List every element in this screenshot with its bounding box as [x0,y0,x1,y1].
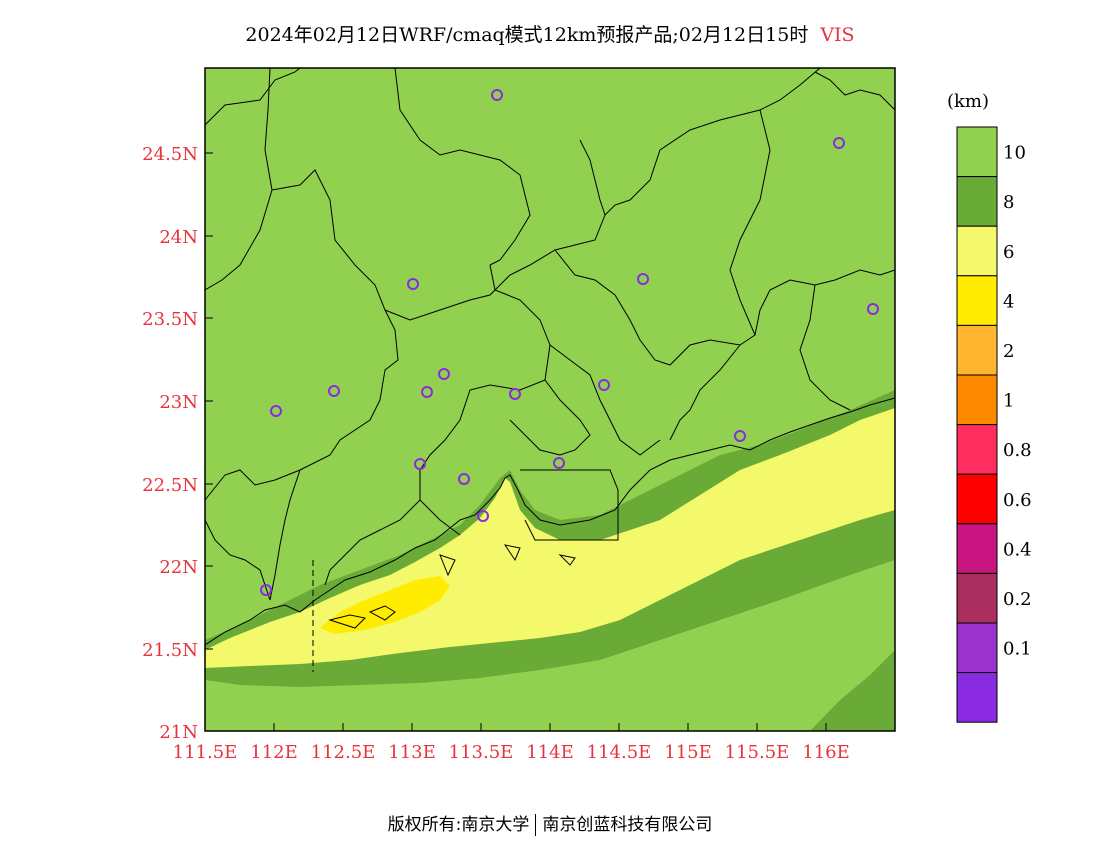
colorbar-swatch [956,672,998,723]
colorbar-label: 0.1 [1003,639,1032,660]
map-title: 2024年02月12日WRF/cmaq模式12km预报产品;02月12日15时 V… [0,20,1100,47]
colorbar-label: 10 [1003,143,1026,164]
colorbar-label: 0.4 [1003,539,1032,560]
boundary-lines [205,68,895,601]
colorbar-swatch [956,176,998,227]
colorbar-swatch [956,473,998,525]
colorbar-label: 8 [1003,192,1014,213]
lon-tick-label: 114.5E [587,742,652,763]
colorbar: (km) 10 8 6 4 2 1 0.8 0.6 0.4 0.2 0.1 [947,91,1032,723]
lat-tick-label: 22.5N [142,475,198,496]
colorbar-swatch [956,424,998,475]
colorbar-swatch [956,572,998,624]
colorbar-label: 0.8 [1003,440,1032,461]
lon-tick-label: 115E [664,742,712,763]
lat-tick-label: 22N [159,557,198,578]
colorbar-label: 6 [1003,242,1014,263]
lat-tick-label: 21N [159,722,198,743]
colorbar-swatch [956,622,998,674]
lat-tick-label: 23N [159,392,198,413]
colorbar-unit: (km) [947,91,989,112]
variable-label: VIS [820,24,855,46]
colorbar-swatch [956,126,998,178]
colorbar-label: 0.2 [1003,589,1032,610]
lat-tick-label: 23.5N [142,309,198,330]
low-vis-patch [320,576,450,634]
lon-tick-label: 115.5E [725,742,790,763]
lat-tick-label: 24N [159,227,198,248]
title-text: 2024年02月12日WRF/cmaq模式12km预报产品;02月12日15时 [245,24,809,46]
colorbar-swatch [956,523,998,574]
lat-tick-label: 24.5N [142,144,198,165]
lon-tick-label: 112.5E [311,742,376,763]
longitude-axis: 111.5E 112E 112.5E 113E 113.5E 114E 114.5E 115E… [173,723,850,763]
lon-tick-label: 111.5E [173,742,238,763]
coast-corner-shade [810,650,895,731]
coastline [205,397,895,672]
colorbar-swatch [956,324,998,376]
colorbar-label: 4 [1003,291,1014,312]
map-area [205,68,895,731]
colorbar-swatch [956,374,998,426]
lon-tick-label: 113E [388,742,436,763]
colorbar-label: 0.6 [1003,490,1032,511]
latitude-axis: 24.5N 24N 23.5N 23N 22.5N 22N 21.5N 21N [142,144,213,743]
lat-tick-label: 21.5N [142,640,198,661]
lon-tick-label: 114E [526,742,574,763]
colorbar-label: 1 [1003,391,1014,412]
station-markers [260,89,879,596]
colorbar-label: 2 [1003,341,1014,362]
footer-divider [535,814,537,836]
copyright-left: 版权所有:南京大学 [387,815,530,835]
lon-tick-label: 113.5E [449,742,514,763]
colorbar-swatch [956,275,998,326]
lon-tick-label: 112E [250,742,298,763]
colorbar-swatch [956,225,998,277]
copyright-footer: 版权所有:南京大学 南京创蓝科技有限公司 [0,810,1100,836]
lon-tick-label: 116E [802,742,850,763]
copyright-right: 南京创蓝科技有限公司 [542,815,713,835]
